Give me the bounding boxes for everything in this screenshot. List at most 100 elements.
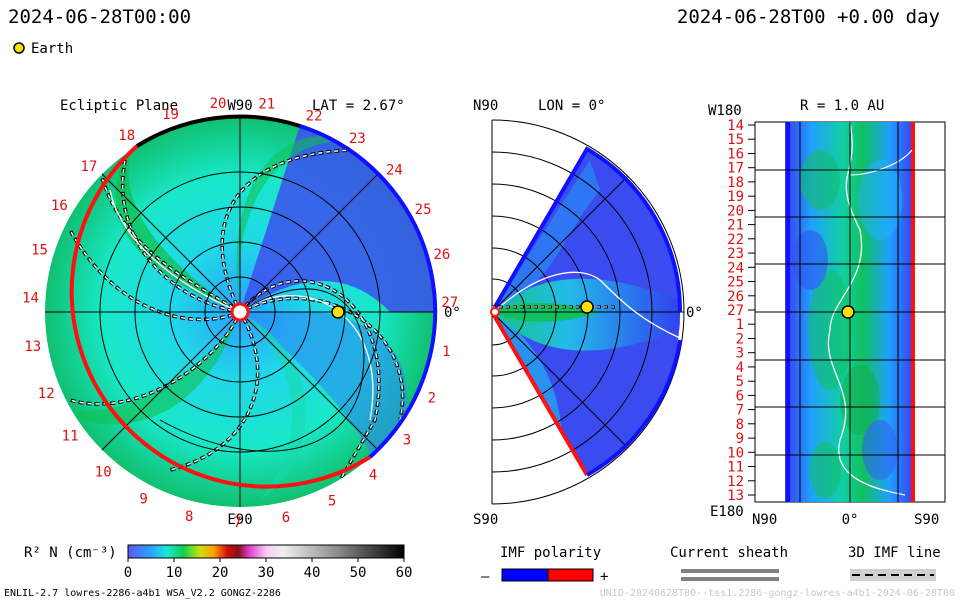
meridional-panel: N90 S90 0° LON = 0° <box>473 98 703 528</box>
earth-marker-meridional <box>580 300 594 314</box>
earth-legend-icon <box>13 42 25 54</box>
ecliptic-carrington-label: 13 <box>24 339 41 355</box>
shell-grid <box>755 122 945 502</box>
ecliptic-carrington-label: 10 <box>95 464 112 480</box>
ecliptic-bottom-label: E90 <box>227 512 252 528</box>
shell-carrington-label: 22 <box>727 232 744 248</box>
ecliptic-carrington-label: 21 <box>258 97 275 113</box>
ecliptic-carrington-label: 27 <box>441 295 458 311</box>
imf-negative-swatch <box>501 568 549 582</box>
shell-carrington-label: 9 <box>736 431 744 447</box>
ecliptic-rim-neutral <box>135 114 301 148</box>
ecliptic-top-label: W90 <box>227 98 252 114</box>
colorbar-ticks: 0 10 20 30 40 50 60 <box>124 558 413 581</box>
shell-carrington-label: 14 <box>727 118 744 134</box>
shell-carrington-label: 6 <box>736 388 744 404</box>
shell-carrington-label: 17 <box>727 161 744 177</box>
shell-carrington-label: 26 <box>727 289 744 305</box>
ecliptic-carrington-label: 8 <box>185 509 193 525</box>
colorbar-tick-label: 10 <box>166 565 183 581</box>
ecliptic-carrington-label: 20 <box>210 96 227 112</box>
imf-positive-swatch <box>547 568 594 582</box>
ecliptic-carrington-label: 26 <box>433 247 450 263</box>
shell-carrington-label: 18 <box>727 175 744 191</box>
shell-carrington-label: 3 <box>736 346 744 362</box>
shell-carrington-label: 1 <box>736 317 744 333</box>
colorbar-gradient <box>127 544 405 559</box>
shell-carrington-label: 10 <box>727 445 744 461</box>
time-right: 2024-06-28T00 +0.00 day <box>677 6 940 28</box>
shell-x-label-n90: N90 <box>752 512 777 528</box>
shell-carrington-labels: 1415161718192021222324252627123456789101… <box>727 118 755 504</box>
ecliptic-carrington-label: 19 <box>162 107 179 123</box>
shell-panel: W180 E180 R = 1.0 AU N90 0° S90 14151617… <box>708 98 946 528</box>
colorbar: R² N (cm⁻³) 0 10 20 30 40 50 60 <box>24 544 413 581</box>
shell-carrington-label: 19 <box>727 189 744 205</box>
ecliptic-carrington-label: 3 <box>403 432 411 448</box>
shell-carrington-label: 25 <box>727 275 744 291</box>
ecliptic-carrington-label: 7 <box>233 515 241 531</box>
shell-carrington-label: 15 <box>727 132 744 148</box>
current-sheath-swatch-2 <box>681 577 779 581</box>
sun-marker <box>230 302 250 322</box>
ecliptic-carrington-label: 23 <box>349 131 366 147</box>
earth-legend-label: Earth <box>31 41 73 57</box>
meridional-top-label: N90 <box>473 98 498 114</box>
imf-plus-label: + <box>600 569 608 585</box>
meridional-rim-negative <box>490 146 683 314</box>
ecliptic-carrington-labels: 20 21222324252627123456789101112131415161… <box>22 96 458 531</box>
shell-carrington-label: 23 <box>727 246 744 262</box>
meridional-bottom-label: S90 <box>473 512 498 528</box>
colorbar-tick-label: 40 <box>304 565 321 581</box>
shell-bottom-left-label: E180 <box>710 504 744 520</box>
meridional-rim-positive <box>490 310 589 477</box>
colorbar-label: R² N (cm⁻³) <box>24 545 117 561</box>
colorbar-tick-label: 0 <box>124 565 132 581</box>
current-sheath-title: Current sheath <box>670 545 788 561</box>
earth-marker-shell <box>841 305 855 319</box>
shell-carrington-label: 20 <box>727 203 744 219</box>
ecliptic-rim-positive <box>69 144 372 489</box>
shell-carrington-label: 5 <box>736 374 744 390</box>
shell-carrington-label: 21 <box>727 218 744 234</box>
shell-r-label: R = 1.0 AU <box>800 98 884 114</box>
imf-line-title: 3D IMF line <box>848 545 941 561</box>
ecliptic-carrington-label: 22 <box>306 109 323 125</box>
ecliptic-carrington-label: 5 <box>328 494 336 510</box>
ecliptic-carrington-label: 11 <box>62 428 79 444</box>
shell-carrington-label: 16 <box>727 147 744 163</box>
meridional-lon-label: LON = 0° <box>538 98 605 114</box>
earth-marker-ecliptic <box>331 305 345 319</box>
shell-carrington-label: 27 <box>727 303 744 319</box>
ecliptic-carrington-label: 17 <box>80 159 97 175</box>
colorbar-tick-label: 30 <box>258 565 275 581</box>
shell-carrington-label: 8 <box>736 417 744 433</box>
shell-carrington-label: 12 <box>727 474 744 490</box>
ecliptic-carrington-label: 14 <box>22 290 39 306</box>
shell-carrington-label: 11 <box>727 460 744 476</box>
ecliptic-carrington-label: 1 <box>442 344 450 360</box>
time-left: 2024-06-28T00:00 <box>8 6 191 28</box>
ecliptic-carrington-label: 15 <box>31 242 48 258</box>
imf-minus-label: – <box>481 569 490 585</box>
shell-top-left-label: W180 <box>708 103 742 119</box>
shell-carrington-label: 2 <box>736 332 744 348</box>
shell-carrington-label: 4 <box>736 360 744 376</box>
shell-carrington-label: 7 <box>736 403 744 419</box>
current-sheath-swatch-1 <box>681 569 779 573</box>
ecliptic-carrington-label: 9 <box>139 492 147 508</box>
ecliptic-carrington-label: 12 <box>38 386 55 402</box>
colorbar-tick-label: 60 <box>396 565 413 581</box>
colorbar-tick-label: 20 <box>212 565 229 581</box>
meridional-right-label: 0° <box>686 305 703 321</box>
shell-x-label-s90: S90 <box>914 512 939 528</box>
ecliptic-carrington-label: 6 <box>282 510 290 526</box>
current-sheath-legend: Current sheath <box>670 545 788 581</box>
colorbar-tick-label: 50 <box>350 565 367 581</box>
ecliptic-title: Ecliptic Plane <box>60 98 178 114</box>
imf-polarity-legend: IMF polarity – + <box>481 545 608 585</box>
ecliptic-carrington-label: 24 <box>386 163 403 179</box>
ecliptic-right-label: 0° <box>444 305 461 321</box>
ecliptic-carrington-label: 16 <box>51 198 68 214</box>
